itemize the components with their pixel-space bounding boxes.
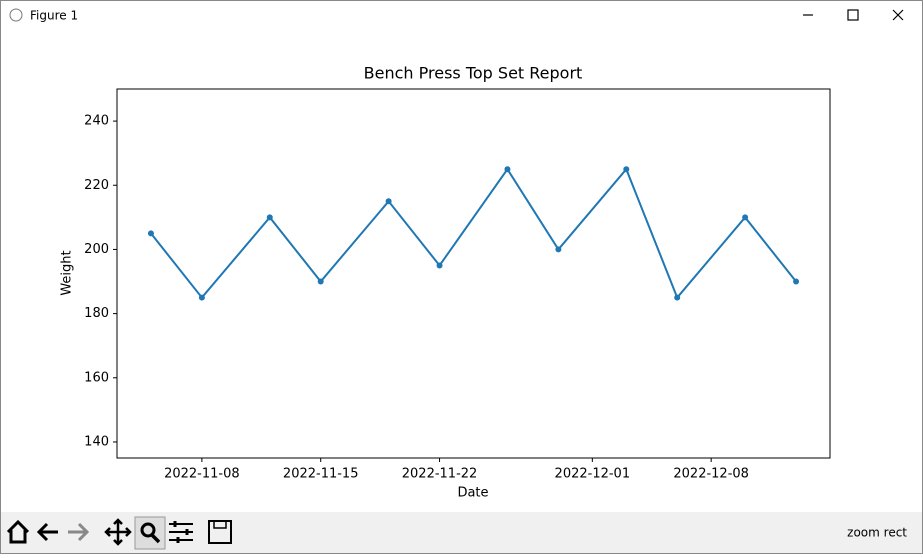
x-tick-label: 2022-12-01 xyxy=(555,467,631,482)
app-icon xyxy=(9,8,23,22)
data-point xyxy=(674,294,681,301)
zoom-button[interactable] xyxy=(134,516,166,550)
x-tick-label: 2022-12-08 xyxy=(673,467,749,482)
pan-button[interactable] xyxy=(104,518,132,546)
data-point xyxy=(504,166,511,173)
subplots-button[interactable] xyxy=(169,523,193,541)
x-tick-label: 2022-11-22 xyxy=(402,467,478,482)
subplots-icon xyxy=(173,521,189,543)
data-point xyxy=(742,214,749,221)
data-point xyxy=(147,230,154,237)
x-axis-label: Date xyxy=(457,486,488,501)
y-tick-label: 220 xyxy=(84,178,109,193)
data-line xyxy=(150,167,797,300)
chart-title: Bench Press Top Set Report xyxy=(364,64,583,83)
back-button[interactable] xyxy=(36,522,58,542)
toolbar-status: zoom rect xyxy=(847,526,907,540)
y-tick-label: 140 xyxy=(84,434,109,449)
zoom-icon-handle xyxy=(150,533,161,544)
data-point xyxy=(266,214,273,221)
save-icon xyxy=(213,520,227,529)
y-tick-label: 200 xyxy=(84,242,109,257)
axes-frame xyxy=(116,88,831,459)
data-point xyxy=(436,262,443,269)
data-point xyxy=(555,246,562,253)
close-button[interactable] xyxy=(892,9,904,21)
data-point xyxy=(623,166,630,173)
y-axis-label: Weight xyxy=(60,250,75,295)
y-tick-label: 160 xyxy=(84,370,109,385)
window-title: Figure 1 xyxy=(30,9,78,23)
x-tick-label: 2022-11-15 xyxy=(283,467,359,482)
data-point xyxy=(793,278,800,285)
forward-button[interactable] xyxy=(68,522,90,542)
maximize-button[interactable] xyxy=(847,9,859,21)
data-point xyxy=(385,198,392,205)
data-point xyxy=(317,278,324,285)
home-button[interactable] xyxy=(6,519,30,544)
zoom-icon xyxy=(140,522,156,538)
y-tick-label: 180 xyxy=(84,306,109,321)
data-point xyxy=(198,294,205,301)
y-tick-label: 240 xyxy=(84,114,109,129)
x-tick-label: 2022-11-08 xyxy=(164,467,240,482)
